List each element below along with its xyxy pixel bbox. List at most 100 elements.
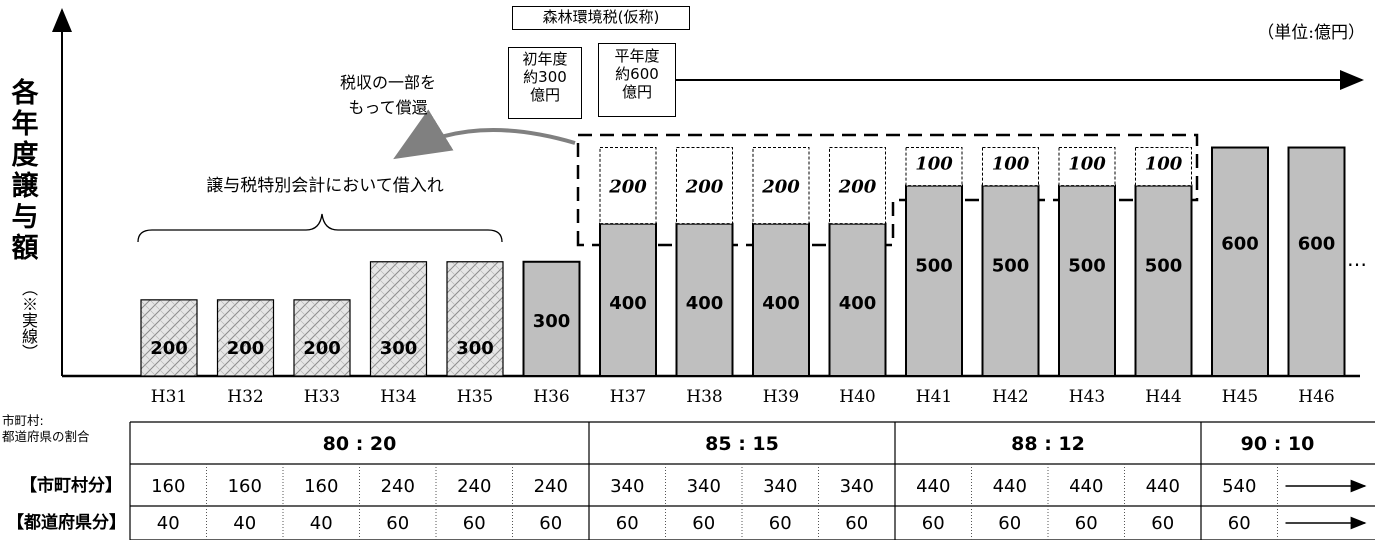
continuation-ellipsis: … (1347, 247, 1367, 271)
dashed-addition-value-H38: 200 (685, 177, 724, 198)
ratio-0: 80 : 20 (323, 433, 397, 455)
municipal-cell-H38: 340 (687, 476, 721, 497)
dashed-addition-H40 (829, 147, 886, 225)
prefecture-cell-H31: 40 (157, 513, 180, 534)
dashed-addition-value-H42: 100 (992, 154, 1030, 175)
x-tick-H36: H36 (533, 387, 569, 407)
y-axis-title-char-4: 与 (11, 202, 39, 233)
municipal-cell-H33: 160 (304, 476, 338, 497)
prefecture-cell-H40: 60 (845, 513, 868, 534)
x-tick-H32: H32 (227, 387, 263, 407)
x-tick-H43: H43 (1069, 387, 1105, 407)
repay-arrow (393, 109, 576, 160)
x-tick-H44: H44 (1145, 387, 1181, 407)
first-year-line-1: 初年度 (522, 50, 568, 68)
dashed-addition-value-H43: 100 (1068, 154, 1106, 175)
borrow-label: 譲与税特別会計において借入れ (206, 176, 444, 196)
municipal-cell-H41: 440 (916, 476, 950, 497)
bar-H35 (446, 261, 504, 377)
tax-name-box: 森林環境税(仮称) (512, 6, 690, 30)
dashed-addition-value-H39: 200 (761, 177, 800, 198)
bar-H42 (981, 184, 1040, 377)
first-year-line-2: 約300 (523, 68, 567, 86)
bar-value-H44: 500 (1145, 256, 1183, 277)
x-tick-H39: H39 (763, 387, 799, 407)
municipal-cell-H44: 440 (1146, 476, 1180, 497)
dashed-addition-value-H41: 100 (915, 154, 953, 175)
y-axis-title-char-2: 度 (11, 140, 39, 171)
municipal-cell-H32: 160 (228, 476, 262, 497)
bar-H33 (293, 299, 351, 377)
first-year-line-3: 億円 (529, 86, 560, 104)
bar-value-H42: 500 (992, 256, 1030, 277)
municipal-cell-H31: 160 (151, 476, 185, 497)
dashed-addition-value-H44: 100 (1145, 154, 1183, 175)
municipal-cell-H45: 540 (1222, 476, 1256, 497)
bar-H34 (369, 261, 428, 377)
bar-value-H33: 200 (303, 338, 341, 359)
prefecture-cell-H45: 60 (1228, 513, 1251, 534)
dashed-addition-H43 (1058, 147, 1116, 187)
municipal-cell-H40: 340 (840, 476, 874, 497)
x-tick-H45: H45 (1222, 387, 1258, 407)
y-axis-title-char-3: 譲 (11, 171, 39, 202)
ratio-caption-line-2: 都道府県の割合 (2, 429, 90, 444)
prefecture-cell-H41: 60 (922, 513, 945, 534)
municipal-cell-H35: 240 (457, 476, 491, 497)
municipal-cell-H39: 340 (763, 476, 797, 497)
bar-H41 (905, 184, 963, 377)
bar-H46 (1287, 146, 1346, 377)
bar-H45 (1211, 146, 1269, 377)
bar-value-H41: 500 (915, 256, 953, 277)
prefecture-cell-H37: 60 (616, 513, 639, 534)
ratio-caption-line-1: 市町村: (2, 413, 44, 428)
bar-H36 (522, 260, 581, 378)
prefecture-cell-H39: 60 (769, 513, 792, 534)
x-tick-H42: H42 (992, 387, 1028, 407)
municipal-cell-H34: 240 (381, 476, 415, 497)
x-tick-H46: H46 (1298, 387, 1334, 407)
ratio-caption: 市町村: 都道府県の割合 (2, 413, 90, 445)
bar-H40 (828, 222, 887, 377)
ratio-table: 80 : 20 85 : 15 88 : 12 90 : 10 【市町村分】【都道府県分… (7, 421, 1375, 540)
prefecture-cell-H42: 60 (998, 513, 1021, 534)
dashed-addition-value-H37: 200 (608, 177, 647, 198)
y-axis-title-char-0: 各 (11, 78, 39, 109)
bar-value-H43: 500 (1068, 256, 1106, 277)
dashed-addition-H39 (752, 147, 810, 225)
normal-year-line-1: 平年度 (614, 47, 660, 65)
municipal-cell-H42: 440 (993, 476, 1027, 497)
prefecture-cell-H36: 60 (539, 513, 562, 534)
prefecture-cell-H44: 60 (1151, 513, 1174, 534)
municipal-cell-H36: 240 (534, 476, 568, 497)
x-tick-H35: H35 (457, 387, 493, 407)
dashed-group-400 (576, 133, 1199, 247)
bar-value-H35: 300 (456, 338, 494, 359)
dashed-addition-H42 (982, 147, 1039, 187)
y-axis-title-char-5: 額 (11, 233, 39, 264)
bar-value-H32: 200 (227, 338, 265, 359)
bar-value-H37: 400 (609, 293, 647, 314)
repay-line-2: もって償還 (348, 98, 428, 117)
normal-year-line-3: 億円 (621, 83, 652, 101)
prefecture-row-label: 【都道府県分】 (7, 512, 126, 533)
y-axis-title-char-1: 年 (11, 109, 39, 140)
dashed-addition-H44 (1135, 147, 1192, 187)
x-tick-H34: H34 (380, 387, 416, 407)
x-tick-H31: H31 (151, 387, 187, 407)
borrow-brace (137, 213, 503, 243)
bar-value-H40: 400 (839, 293, 877, 314)
y-axis-note: （※実線） (19, 280, 38, 360)
x-tick-H38: H38 (686, 387, 722, 407)
bar-value-H31: 200 (150, 338, 188, 359)
repay-label: 税収の一部を もって償還 (318, 70, 458, 120)
bar-H38 (675, 222, 734, 377)
bar-H39 (752, 222, 810, 377)
prefecture-cell-H32: 40 (233, 513, 256, 534)
bar-value-H39: 400 (762, 293, 800, 314)
first-year-box: 初年度 約300 億円 (508, 47, 582, 119)
y-axis-title: 各年度譲与額 (4, 78, 46, 264)
ratio-3: 90 : 10 (1241, 433, 1315, 455)
repay-line-1: 税収の一部を (339, 73, 436, 92)
x-tick-H40: H40 (839, 387, 875, 407)
